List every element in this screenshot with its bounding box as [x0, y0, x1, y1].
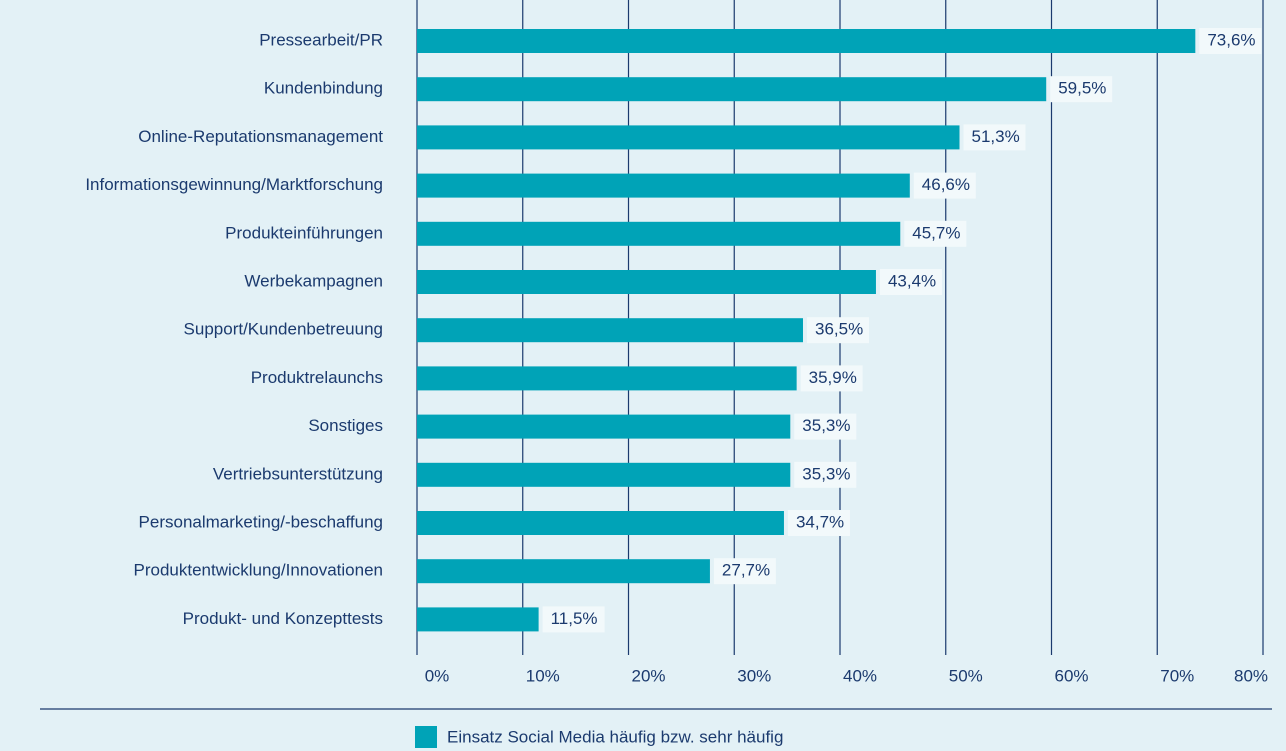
legend-swatch	[415, 726, 437, 748]
value-label-bg	[963, 124, 1026, 151]
y-tick-label: Personalmarketing/-beschaffung	[139, 512, 383, 531]
value-label-bg	[879, 269, 942, 295]
x-tick-label: 80%	[1234, 666, 1268, 685]
bar	[417, 125, 960, 150]
value-label-bg	[787, 510, 850, 536]
value-label: 35,3%	[802, 464, 850, 483]
value-label: 35,9%	[809, 368, 857, 387]
y-tick-label: Produktrelaunchs	[251, 368, 383, 387]
bar	[417, 318, 803, 343]
bar	[417, 77, 1047, 102]
value-label: 35,3%	[802, 416, 850, 435]
x-tick-label: 70%	[1160, 666, 1194, 685]
x-tick-label: 60%	[1054, 666, 1088, 685]
x-tick-label: 50%	[949, 666, 983, 685]
bar	[417, 270, 876, 294]
bar	[417, 221, 901, 246]
bar	[417, 462, 791, 487]
bar	[417, 173, 910, 198]
value-label-bg	[1199, 28, 1262, 54]
y-tick-label: Kundenbindung	[264, 79, 383, 98]
y-tick-label: Produkteinführungen	[225, 223, 383, 242]
value-label-bg	[1050, 76, 1113, 103]
value-label: 73,6%	[1207, 30, 1255, 49]
value-label: 27,7%	[722, 561, 770, 580]
bar	[417, 607, 539, 632]
value-label-bg	[794, 413, 857, 440]
bar	[417, 511, 784, 535]
bar	[417, 29, 1196, 53]
y-tick-label: Pressearbeit/PR	[259, 30, 383, 49]
y-tick-label: Support/Kundenbetreuung	[184, 320, 383, 339]
value-label-bg	[800, 365, 863, 392]
value-label-bg	[904, 220, 967, 247]
value-label-bg	[542, 606, 605, 633]
x-tick-label: 0%	[425, 666, 450, 685]
bar	[417, 366, 797, 391]
value-label: 11,5%	[551, 609, 598, 628]
y-tick-label: Vertriebsunterstützung	[213, 464, 383, 483]
value-label-bg	[913, 172, 976, 199]
y-tick-label: Produkt- und Konzepttests	[183, 609, 383, 628]
x-tick-label: 40%	[843, 666, 877, 685]
value-label-bg	[794, 461, 857, 488]
x-tick-label: 20%	[631, 666, 665, 685]
value-label: 43,4%	[888, 271, 936, 290]
value-label-bg	[713, 558, 776, 585]
x-tick-label: 30%	[737, 666, 771, 685]
value-label: 45,7%	[912, 223, 960, 242]
legend-label: Einsatz Social Media häufig bzw. sehr hä…	[447, 727, 783, 746]
y-tick-label: Werbekampagnen	[244, 271, 383, 290]
x-tick-label: 10%	[526, 666, 560, 685]
value-label: 46,6%	[922, 175, 970, 194]
value-label: 36,5%	[815, 320, 863, 339]
y-tick-label: Informationsgewinnung/Marktforschung	[85, 175, 383, 194]
y-tick-label: Produktentwicklung/Innovationen	[134, 561, 384, 580]
bar	[417, 559, 710, 584]
value-label-bg	[806, 317, 869, 344]
y-tick-label: Sonstiges	[308, 416, 383, 435]
value-label: 51,3%	[971, 127, 1019, 146]
y-tick-label: Online-Reputationsmanagement	[138, 127, 383, 146]
value-label: 59,5%	[1058, 79, 1106, 98]
value-label: 34,7%	[796, 512, 844, 531]
bar	[417, 414, 791, 439]
